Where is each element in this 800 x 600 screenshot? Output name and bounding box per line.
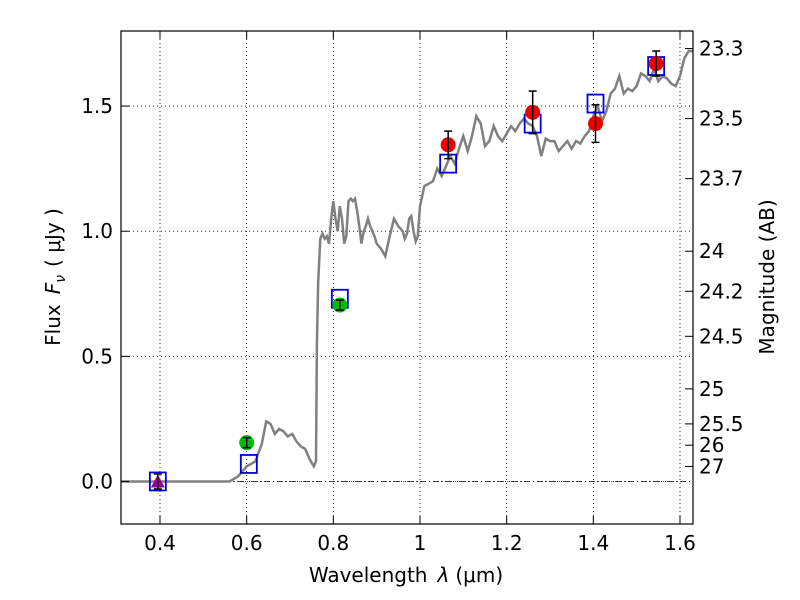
magnitude-tick-label: 27 (699, 454, 724, 478)
x-tick-label: 1.2 (491, 531, 523, 555)
y-tick-label: 1.0 (81, 219, 113, 243)
y-tick-label: 0.0 (81, 469, 113, 493)
magnitude-tick-label: 23.3 (699, 37, 744, 61)
x-tick-label: 0.8 (317, 531, 349, 555)
x-tick-label: 1.6 (664, 531, 696, 555)
y-axis-ticks: 0.0 0.5 1.0 1.5 (81, 94, 129, 493)
magnitude-tick-label: 23.5 (699, 107, 744, 131)
x-tick-label: 1 (414, 531, 427, 555)
x-axis-label-text: Wavelength (309, 563, 428, 587)
y-axis-label-text: Flux (41, 304, 65, 346)
y-axis-label-unit: ( μJy ) (41, 208, 65, 267)
model-photometry-box (148, 471, 167, 492)
y-axis-label: Flux Fν ( μJy ) (41, 208, 69, 346)
magnitude-tick-label: 25.5 (699, 412, 744, 436)
y-right-axis-label: Magnitude (AB) (755, 199, 779, 354)
y-tick-label: 0.5 (81, 344, 113, 368)
y-tick-label: 1.5 (81, 94, 113, 118)
magnitude-tick-label: 23.7 (699, 167, 744, 191)
x-tick-label: 1.4 (577, 531, 609, 555)
plot-frame (120, 30, 694, 525)
x-tick-label: 0.6 (231, 531, 263, 555)
x-axis-label: Wavelength λ (μm) (309, 563, 503, 587)
y-axis-label-symbol: F (41, 282, 65, 294)
y-axis-label-subscript: ν (53, 275, 69, 283)
magnitude-tick-label: 24 (699, 239, 724, 263)
x-axis-label-symbol: λ (437, 563, 450, 587)
x-tick-label: 0.4 (144, 531, 176, 555)
magnitude-tick-label: 24.5 (699, 324, 744, 348)
magnitude-tick-label: 25 (699, 377, 724, 401)
model-spectrum-line (121, 49, 693, 483)
magnitude-tick-label: 24.2 (699, 279, 744, 303)
plot-content (121, 49, 693, 483)
observed-points (150, 50, 664, 490)
x-axis-label-unit: (μm) (455, 563, 503, 587)
x-axis-ticks: 0.4 0.6 0.8 1 1.2 1.4 1.6 (144, 31, 696, 555)
model-photometry-box (239, 454, 258, 474)
magnitude-tick-label: 26 (699, 433, 724, 457)
